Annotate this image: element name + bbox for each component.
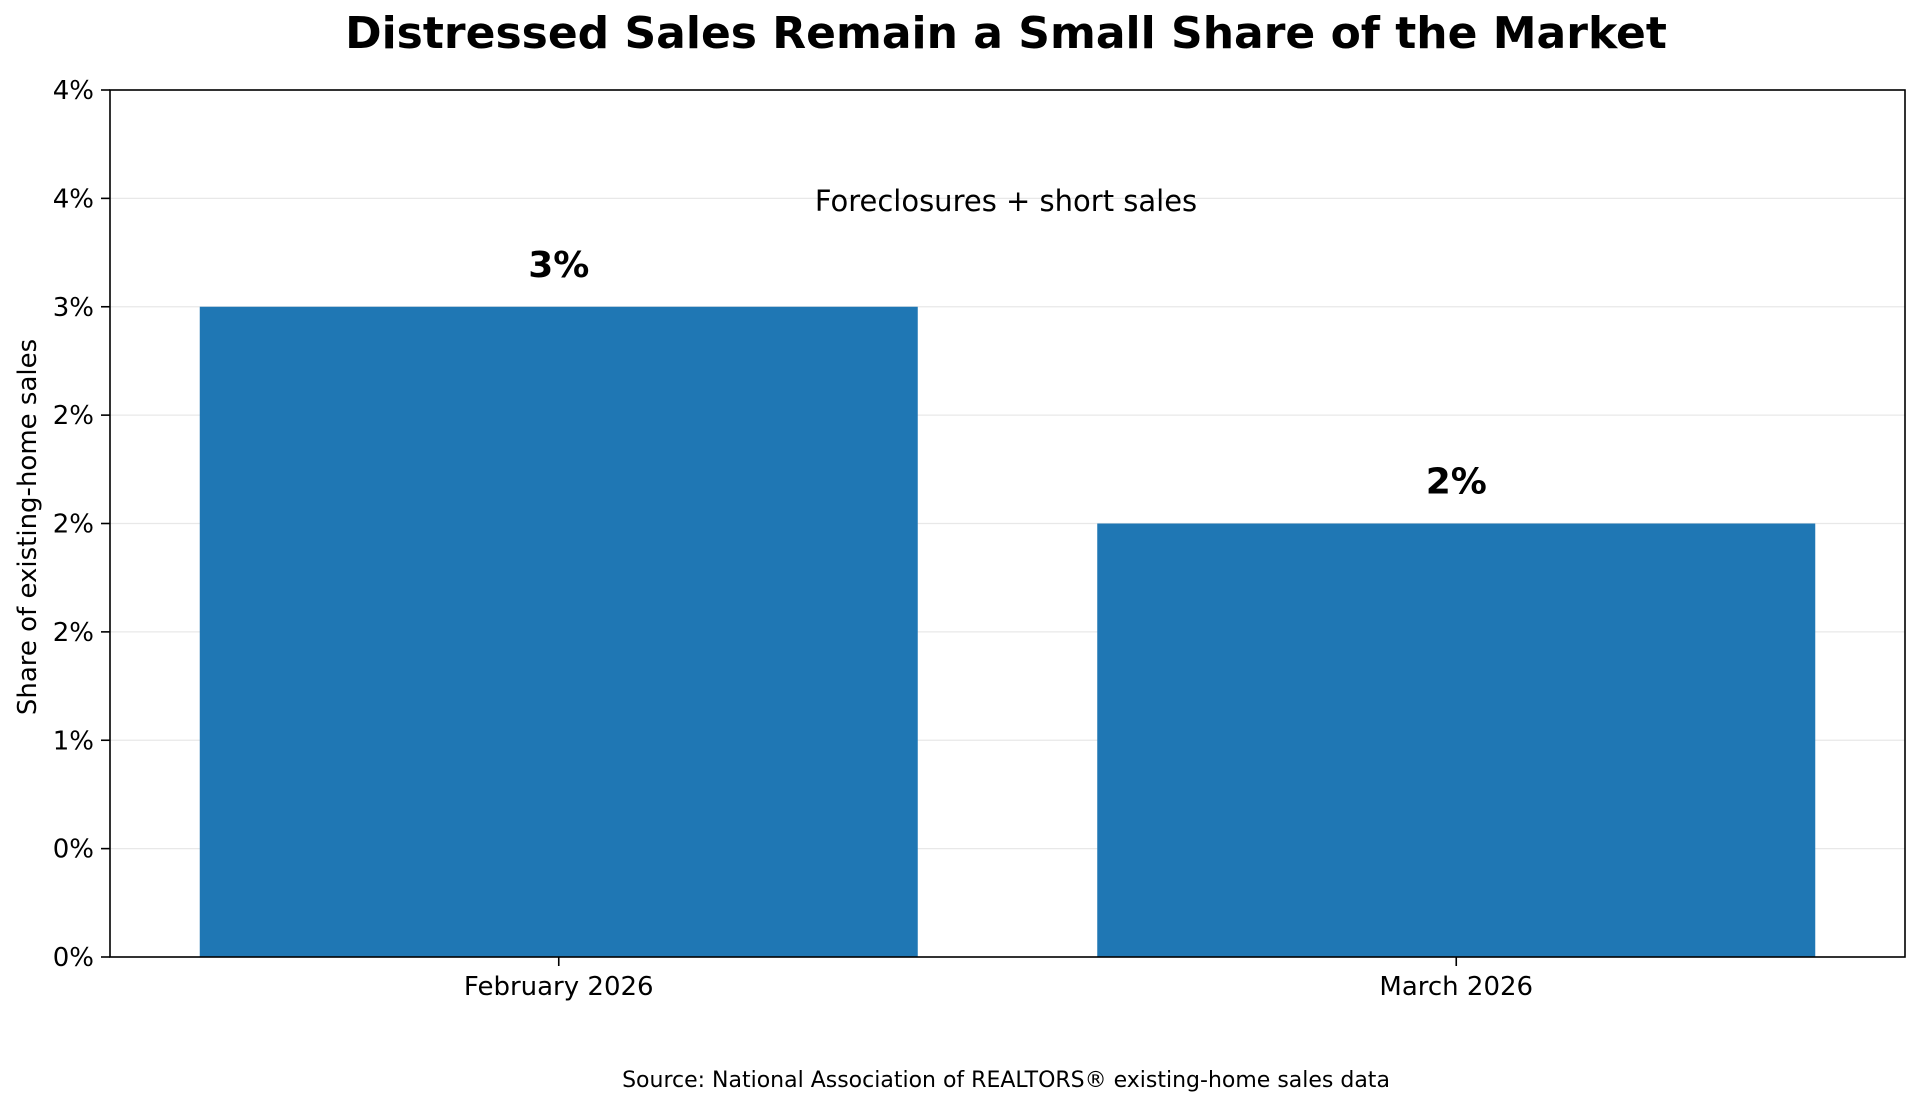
bars — [199, 306, 1816, 957]
y-axis-label: Share of existing-home sales — [13, 339, 43, 715]
x-tick-label: February 2026 — [464, 972, 654, 1002]
source-note: Source: National Association of REALTORS… — [622, 1068, 1390, 1093]
data-label: 2% — [1426, 462, 1487, 503]
y-tick-label: 4% — [53, 76, 94, 106]
y-tick-label: 0% — [53, 943, 94, 973]
y-tick-label: 0% — [53, 835, 94, 865]
y-ticks: 0% 0% 1% 2% 2% 2% 3% 4% 4% — [53, 76, 110, 973]
y-tick-label: 2% — [53, 618, 94, 648]
x-ticks: February 2026 March 2026 — [464, 957, 1533, 1002]
y-tick-label: 3% — [53, 293, 94, 323]
y-tick-label: 2% — [53, 510, 94, 540]
y-tick-label: 2% — [53, 401, 94, 431]
data-label: 3% — [528, 245, 589, 286]
data-labels: 3% 2% — [528, 245, 1487, 503]
chart-title: Distressed Sales Remain a Small Share of… — [345, 8, 1667, 59]
bar — [199, 306, 918, 957]
y-tick-label: 4% — [53, 184, 94, 214]
y-tick-label: 1% — [53, 726, 94, 756]
bar — [1097, 523, 1816, 957]
chart-annotation: Foreclosures + short sales — [815, 184, 1197, 218]
x-tick-label: March 2026 — [1379, 972, 1533, 1002]
